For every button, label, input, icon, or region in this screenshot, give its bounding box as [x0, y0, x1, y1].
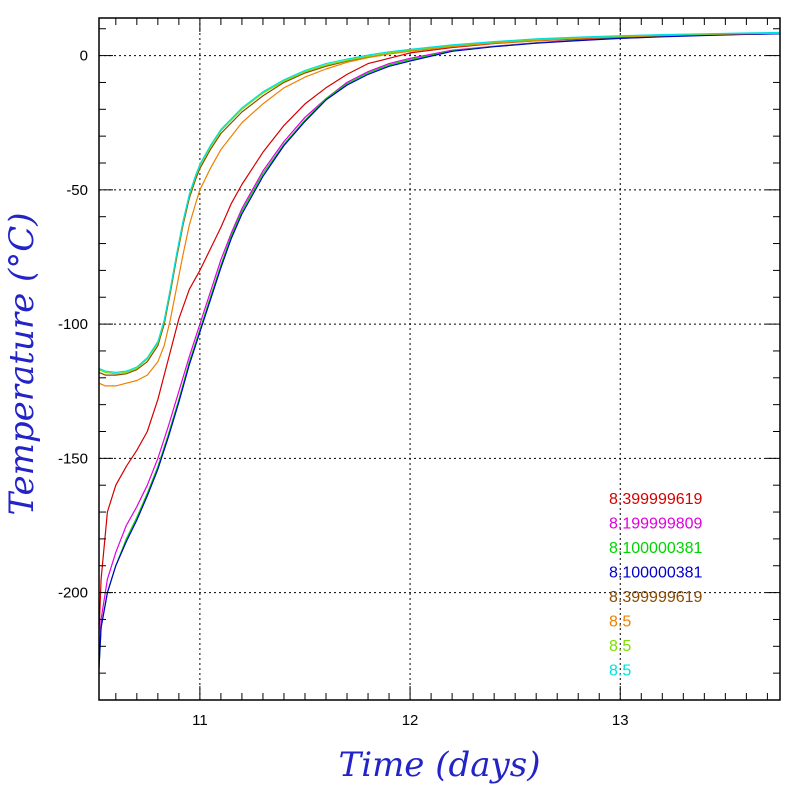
legend-entry: 8.100000381: [609, 540, 703, 557]
legend-entry: 8.399999619: [609, 491, 703, 508]
y-tick-label: -150: [58, 450, 88, 467]
series-lines: [98, 31, 781, 668]
legend-entry: 8.399999619: [609, 589, 703, 606]
grid: [99, 18, 780, 700]
series-line: [98, 32, 781, 375]
x-axis-title: Time (days): [339, 745, 541, 785]
y-tick-label: -50: [66, 182, 88, 199]
y-tick-label: -100: [58, 316, 88, 333]
y-axis-title: Temperature (°C): [2, 212, 42, 515]
series-line: [98, 31, 781, 373]
series-line: [98, 33, 781, 668]
legend-entry: 8.5: [609, 614, 631, 631]
legend-entry: 8.199999809: [609, 516, 703, 533]
legend: 8.399999619 8.199999809 8.100000381 8.10000…: [609, 491, 703, 680]
axis-ticks: [99, 18, 780, 700]
plot-frame: [98, 17, 781, 701]
legend-entry: 8.100000381: [609, 565, 703, 582]
legend-entry: 8.5: [609, 663, 631, 680]
x-tick-label: 11: [192, 712, 208, 729]
series-line: [98, 32, 781, 387]
x-tick-label: 13: [612, 712, 629, 729]
x-tick-label: 12: [402, 712, 419, 729]
y-tick-label: -200: [58, 585, 88, 602]
tick-labels: 11 12 13 0 -50 -100 -150 -200: [58, 48, 629, 729]
legend-entry: 8.5: [609, 638, 631, 655]
y-tick-label: 0: [80, 48, 88, 65]
